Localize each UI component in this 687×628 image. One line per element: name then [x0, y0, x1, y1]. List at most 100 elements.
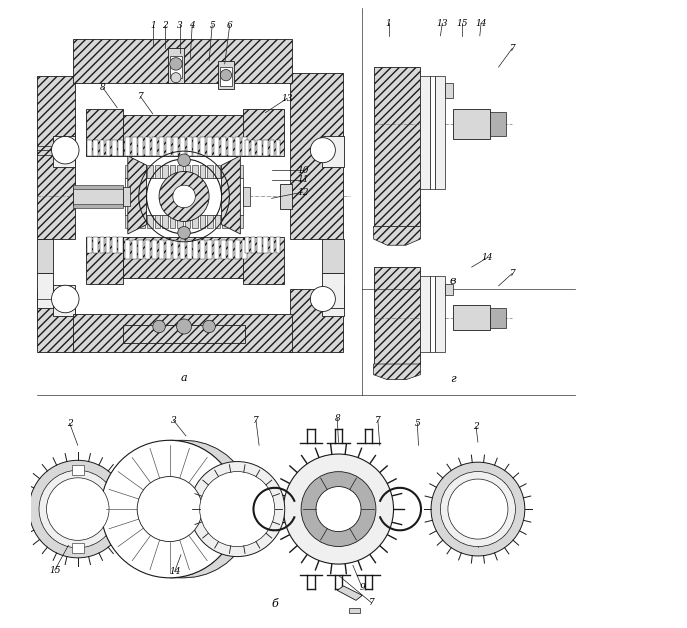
Bar	[222, 215, 228, 228]
Bar	[237, 165, 243, 178]
Bar	[243, 187, 249, 206]
Text: 5: 5	[414, 419, 420, 428]
Text: 14: 14	[169, 567, 181, 576]
Bar	[420, 77, 431, 189]
Bar	[132, 215, 138, 228]
Text: 7: 7	[369, 598, 374, 607]
Bar	[147, 215, 153, 228]
Circle shape	[431, 462, 525, 556]
Bar	[138, 137, 144, 156]
Bar	[207, 215, 213, 228]
Bar	[270, 237, 274, 252]
Bar	[257, 237, 262, 252]
Bar	[201, 241, 205, 259]
Circle shape	[170, 58, 182, 70]
Circle shape	[153, 320, 166, 333]
Bar	[194, 137, 199, 156]
Bar	[185, 215, 190, 228]
Bar	[118, 140, 123, 156]
Circle shape	[47, 478, 109, 540]
Bar	[124, 241, 130, 259]
Bar	[251, 140, 256, 156]
Text: 11: 11	[297, 175, 308, 184]
Bar	[194, 241, 199, 259]
Bar	[131, 241, 137, 259]
Text: 7: 7	[375, 416, 381, 425]
Text: 15: 15	[49, 566, 60, 575]
Text: 13: 13	[282, 94, 293, 103]
Bar	[431, 276, 436, 352]
Bar	[229, 215, 236, 228]
Bar	[124, 187, 130, 206]
Bar	[124, 325, 245, 344]
Bar	[374, 267, 420, 364]
Bar	[431, 77, 436, 189]
Bar	[207, 137, 212, 156]
Text: 3: 3	[170, 416, 177, 425]
Text: 4: 4	[190, 21, 195, 30]
Text: 7: 7	[510, 269, 515, 278]
Bar	[173, 241, 178, 259]
Bar	[270, 140, 274, 156]
Bar	[453, 305, 491, 330]
Bar	[118, 237, 123, 252]
Text: 10: 10	[297, 166, 308, 175]
Bar	[242, 137, 247, 156]
Text: 7: 7	[137, 92, 143, 101]
Text: 3: 3	[177, 21, 183, 30]
Circle shape	[39, 470, 117, 548]
Text: а: а	[181, 373, 188, 383]
Bar	[200, 165, 205, 178]
Bar	[74, 187, 124, 206]
Text: 1: 1	[150, 21, 156, 30]
Text: б: б	[271, 599, 278, 609]
Bar	[242, 241, 247, 259]
Text: 7: 7	[253, 416, 259, 425]
Bar	[162, 165, 168, 178]
Circle shape	[448, 479, 508, 539]
Bar	[166, 241, 171, 259]
Bar	[280, 184, 292, 209]
Bar	[322, 273, 344, 308]
Bar	[162, 215, 168, 228]
Bar	[112, 140, 117, 156]
Circle shape	[311, 286, 335, 311]
Circle shape	[190, 462, 284, 556]
Bar	[445, 284, 453, 295]
Bar	[276, 140, 280, 156]
Polygon shape	[337, 586, 362, 600]
Bar	[187, 241, 192, 259]
Text: 2: 2	[162, 21, 168, 30]
Text: 15: 15	[457, 19, 468, 28]
Bar	[214, 137, 219, 156]
Bar	[221, 241, 226, 259]
Bar	[74, 39, 292, 83]
Bar	[348, 608, 360, 613]
Bar	[87, 140, 91, 156]
Bar	[153, 241, 157, 259]
Bar	[228, 137, 233, 156]
Text: 13: 13	[436, 19, 448, 28]
Bar	[138, 241, 144, 259]
Bar	[215, 165, 221, 178]
Bar	[215, 215, 221, 228]
Bar	[291, 289, 344, 352]
Circle shape	[221, 70, 232, 81]
Bar	[74, 185, 124, 189]
Bar	[71, 465, 84, 475]
Bar	[229, 165, 236, 178]
Bar	[168, 48, 184, 83]
Bar	[291, 73, 344, 239]
Text: г: г	[450, 374, 455, 384]
Bar	[146, 241, 150, 259]
Text: 2: 2	[473, 422, 479, 431]
Text: 8: 8	[100, 83, 106, 92]
Bar	[374, 67, 420, 227]
Bar	[322, 284, 344, 316]
Polygon shape	[374, 364, 420, 380]
Bar	[237, 215, 243, 228]
Bar	[106, 237, 111, 252]
Bar	[180, 241, 185, 259]
Bar	[245, 140, 249, 156]
Text: 14: 14	[482, 253, 493, 263]
